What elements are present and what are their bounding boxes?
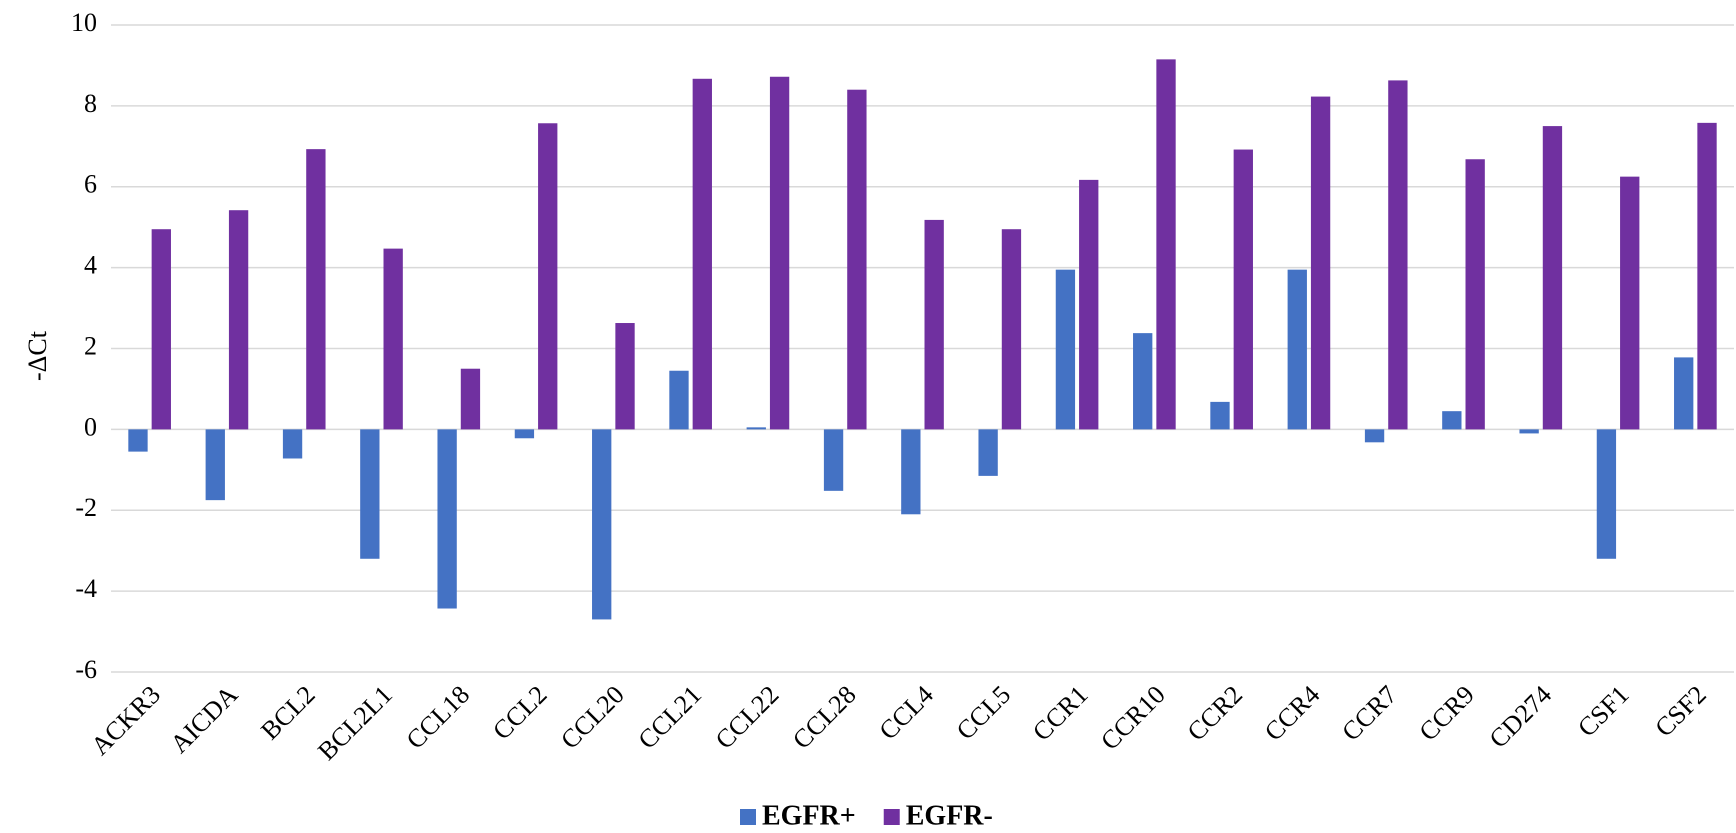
x-tick-label: AICDA xyxy=(165,680,244,759)
bar xyxy=(383,248,403,430)
x-tick-label: CCR2 xyxy=(1182,680,1248,746)
x-tick-label: CCL18 xyxy=(401,680,476,755)
legend-label: EGFR- xyxy=(906,800,993,831)
bar xyxy=(847,89,867,430)
legend-swatch xyxy=(883,809,900,825)
bar xyxy=(692,78,712,430)
x-tick-label: CCR10 xyxy=(1095,680,1171,756)
bar xyxy=(1442,411,1462,430)
x-tick-label: CCL2 xyxy=(487,680,552,745)
bar xyxy=(1620,176,1640,430)
x-tick-label: BCL2 xyxy=(255,680,320,745)
bar xyxy=(1542,126,1563,430)
bar xyxy=(1674,357,1694,430)
y-tick-label: 0 xyxy=(84,412,97,441)
y-tick-label: 8 xyxy=(84,89,97,118)
bar xyxy=(360,429,380,559)
x-tick-label: CCL5 xyxy=(951,680,1016,745)
bar xyxy=(282,429,303,459)
bar xyxy=(205,429,225,501)
bar xyxy=(1210,401,1230,430)
x-tick-label: CCR9 xyxy=(1413,680,1479,746)
bar xyxy=(1001,229,1022,430)
x-tick-label: BCL2L1 xyxy=(312,680,398,766)
x-tick-label: CCR7 xyxy=(1336,680,1402,746)
bar xyxy=(437,429,457,609)
bar xyxy=(1364,429,1385,443)
x-tick-label: CCR1 xyxy=(1027,680,1093,746)
y-tick-label: 2 xyxy=(84,331,97,360)
x-tick-label: CSF2 xyxy=(1649,680,1711,742)
bar xyxy=(669,370,689,430)
x-tick-label: CCL22 xyxy=(710,680,785,755)
bar xyxy=(592,429,612,620)
bar xyxy=(1156,59,1176,430)
bar xyxy=(228,210,249,430)
bar xyxy=(746,427,766,430)
y-tick-label: 6 xyxy=(84,170,97,199)
bar xyxy=(769,76,790,430)
x-tick-label: CSF1 xyxy=(1572,680,1634,742)
bar xyxy=(978,429,998,476)
bar xyxy=(1055,269,1076,430)
x-tick-label: ACKR3 xyxy=(85,680,166,761)
y-tick-label: -2 xyxy=(75,493,97,522)
bar xyxy=(615,323,635,430)
bar xyxy=(1079,179,1099,430)
bar xyxy=(1133,333,1153,430)
x-tick-label: CCL4 xyxy=(874,680,939,745)
bar xyxy=(1233,149,1253,430)
bar xyxy=(306,149,326,430)
bar xyxy=(460,368,481,430)
y-tick-label: -4 xyxy=(75,574,97,603)
y-tick-label: 4 xyxy=(84,251,97,280)
bar xyxy=(823,429,844,491)
legend-label: EGFR+ xyxy=(762,800,856,831)
bar xyxy=(538,123,558,430)
bar xyxy=(924,219,944,430)
bar xyxy=(151,229,171,430)
bar xyxy=(1465,159,1485,430)
x-tick-label: CD274 xyxy=(1484,680,1558,754)
bar xyxy=(1287,269,1307,430)
bar xyxy=(901,429,921,515)
x-tick-label: CCL20 xyxy=(555,680,630,755)
legend-swatch xyxy=(740,809,756,825)
bar xyxy=(1388,80,1408,430)
bar xyxy=(128,429,148,452)
bar xyxy=(1310,96,1331,430)
y-tick-label: 10 xyxy=(71,8,97,37)
x-tick-label: CCL21 xyxy=(632,680,707,755)
bar xyxy=(1519,429,1539,434)
y-tick-label: -6 xyxy=(75,655,97,684)
bar xyxy=(1697,122,1717,430)
bar xyxy=(514,429,535,439)
x-tick-label: CCR4 xyxy=(1259,680,1325,746)
x-tick-label: CCL28 xyxy=(787,680,862,755)
bar xyxy=(1596,429,1617,559)
y-axis-label: -ΔCt xyxy=(23,330,52,381)
